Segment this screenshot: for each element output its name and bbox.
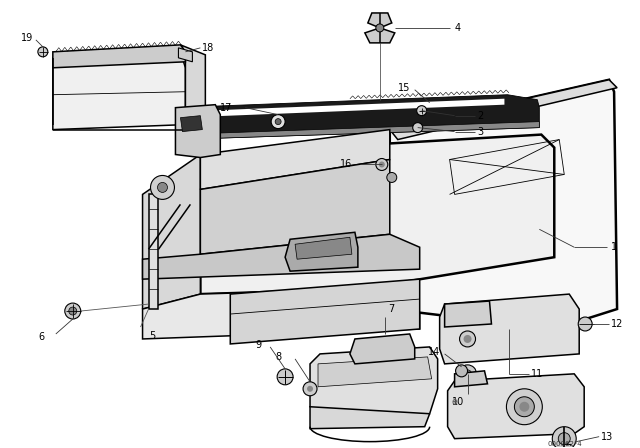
- Text: 1: 1: [611, 242, 617, 252]
- Circle shape: [387, 172, 397, 182]
- Circle shape: [506, 389, 542, 425]
- Polygon shape: [179, 48, 193, 62]
- Polygon shape: [310, 407, 429, 429]
- Text: 4: 4: [454, 23, 461, 33]
- Polygon shape: [365, 28, 395, 43]
- Polygon shape: [143, 155, 200, 309]
- Circle shape: [578, 317, 592, 331]
- Circle shape: [456, 365, 468, 377]
- Polygon shape: [440, 294, 579, 364]
- Polygon shape: [175, 121, 540, 140]
- Polygon shape: [180, 116, 202, 132]
- Polygon shape: [454, 371, 488, 387]
- Circle shape: [65, 303, 81, 319]
- Polygon shape: [295, 237, 352, 259]
- Polygon shape: [230, 279, 420, 344]
- Polygon shape: [318, 357, 431, 387]
- Polygon shape: [445, 301, 492, 327]
- Text: 13: 13: [601, 432, 613, 442]
- Circle shape: [376, 159, 388, 171]
- Polygon shape: [368, 13, 392, 28]
- Polygon shape: [180, 45, 205, 125]
- Circle shape: [413, 123, 422, 133]
- Polygon shape: [143, 289, 420, 339]
- Circle shape: [157, 182, 168, 192]
- Circle shape: [379, 161, 385, 168]
- Polygon shape: [143, 234, 420, 279]
- Text: 19: 19: [21, 33, 33, 43]
- Text: 14: 14: [428, 347, 440, 357]
- Circle shape: [275, 119, 281, 125]
- Polygon shape: [175, 95, 540, 140]
- Polygon shape: [200, 134, 554, 294]
- Polygon shape: [200, 129, 390, 190]
- Circle shape: [459, 365, 477, 383]
- Circle shape: [463, 370, 472, 378]
- Circle shape: [277, 369, 293, 385]
- Polygon shape: [447, 374, 584, 439]
- Polygon shape: [200, 159, 390, 254]
- Text: 6: 6: [39, 332, 45, 342]
- Polygon shape: [350, 334, 415, 364]
- Polygon shape: [53, 52, 186, 129]
- Text: 17: 17: [220, 103, 233, 112]
- Circle shape: [376, 24, 384, 32]
- Text: 15: 15: [397, 83, 410, 93]
- Polygon shape: [310, 347, 438, 419]
- Text: 5: 5: [149, 331, 156, 341]
- Polygon shape: [148, 194, 159, 309]
- Circle shape: [463, 335, 472, 343]
- Text: 7: 7: [388, 304, 394, 314]
- Polygon shape: [53, 45, 186, 68]
- Circle shape: [68, 307, 77, 315]
- Text: 3: 3: [477, 127, 484, 137]
- Text: 2: 2: [477, 111, 484, 121]
- Text: 000062*4: 000062*4: [547, 441, 582, 447]
- Polygon shape: [175, 105, 220, 158]
- Text: 10: 10: [452, 397, 464, 407]
- Text: 9: 9: [255, 340, 261, 350]
- Text: 16: 16: [340, 159, 352, 169]
- Circle shape: [307, 386, 313, 392]
- Polygon shape: [390, 80, 617, 329]
- Circle shape: [38, 47, 48, 57]
- Text: ө: ө: [452, 397, 458, 407]
- Circle shape: [303, 382, 317, 396]
- Circle shape: [558, 433, 570, 444]
- Circle shape: [271, 115, 285, 129]
- Text: 11: 11: [531, 369, 543, 379]
- Circle shape: [520, 402, 529, 412]
- Polygon shape: [390, 80, 617, 140]
- Polygon shape: [180, 99, 504, 118]
- Circle shape: [515, 397, 534, 417]
- Text: 18: 18: [202, 43, 214, 53]
- Circle shape: [552, 426, 576, 448]
- Circle shape: [460, 331, 476, 347]
- Text: 12: 12: [611, 319, 623, 329]
- Circle shape: [150, 176, 175, 199]
- Text: 8: 8: [275, 352, 281, 362]
- Circle shape: [417, 106, 427, 116]
- Polygon shape: [285, 232, 358, 271]
